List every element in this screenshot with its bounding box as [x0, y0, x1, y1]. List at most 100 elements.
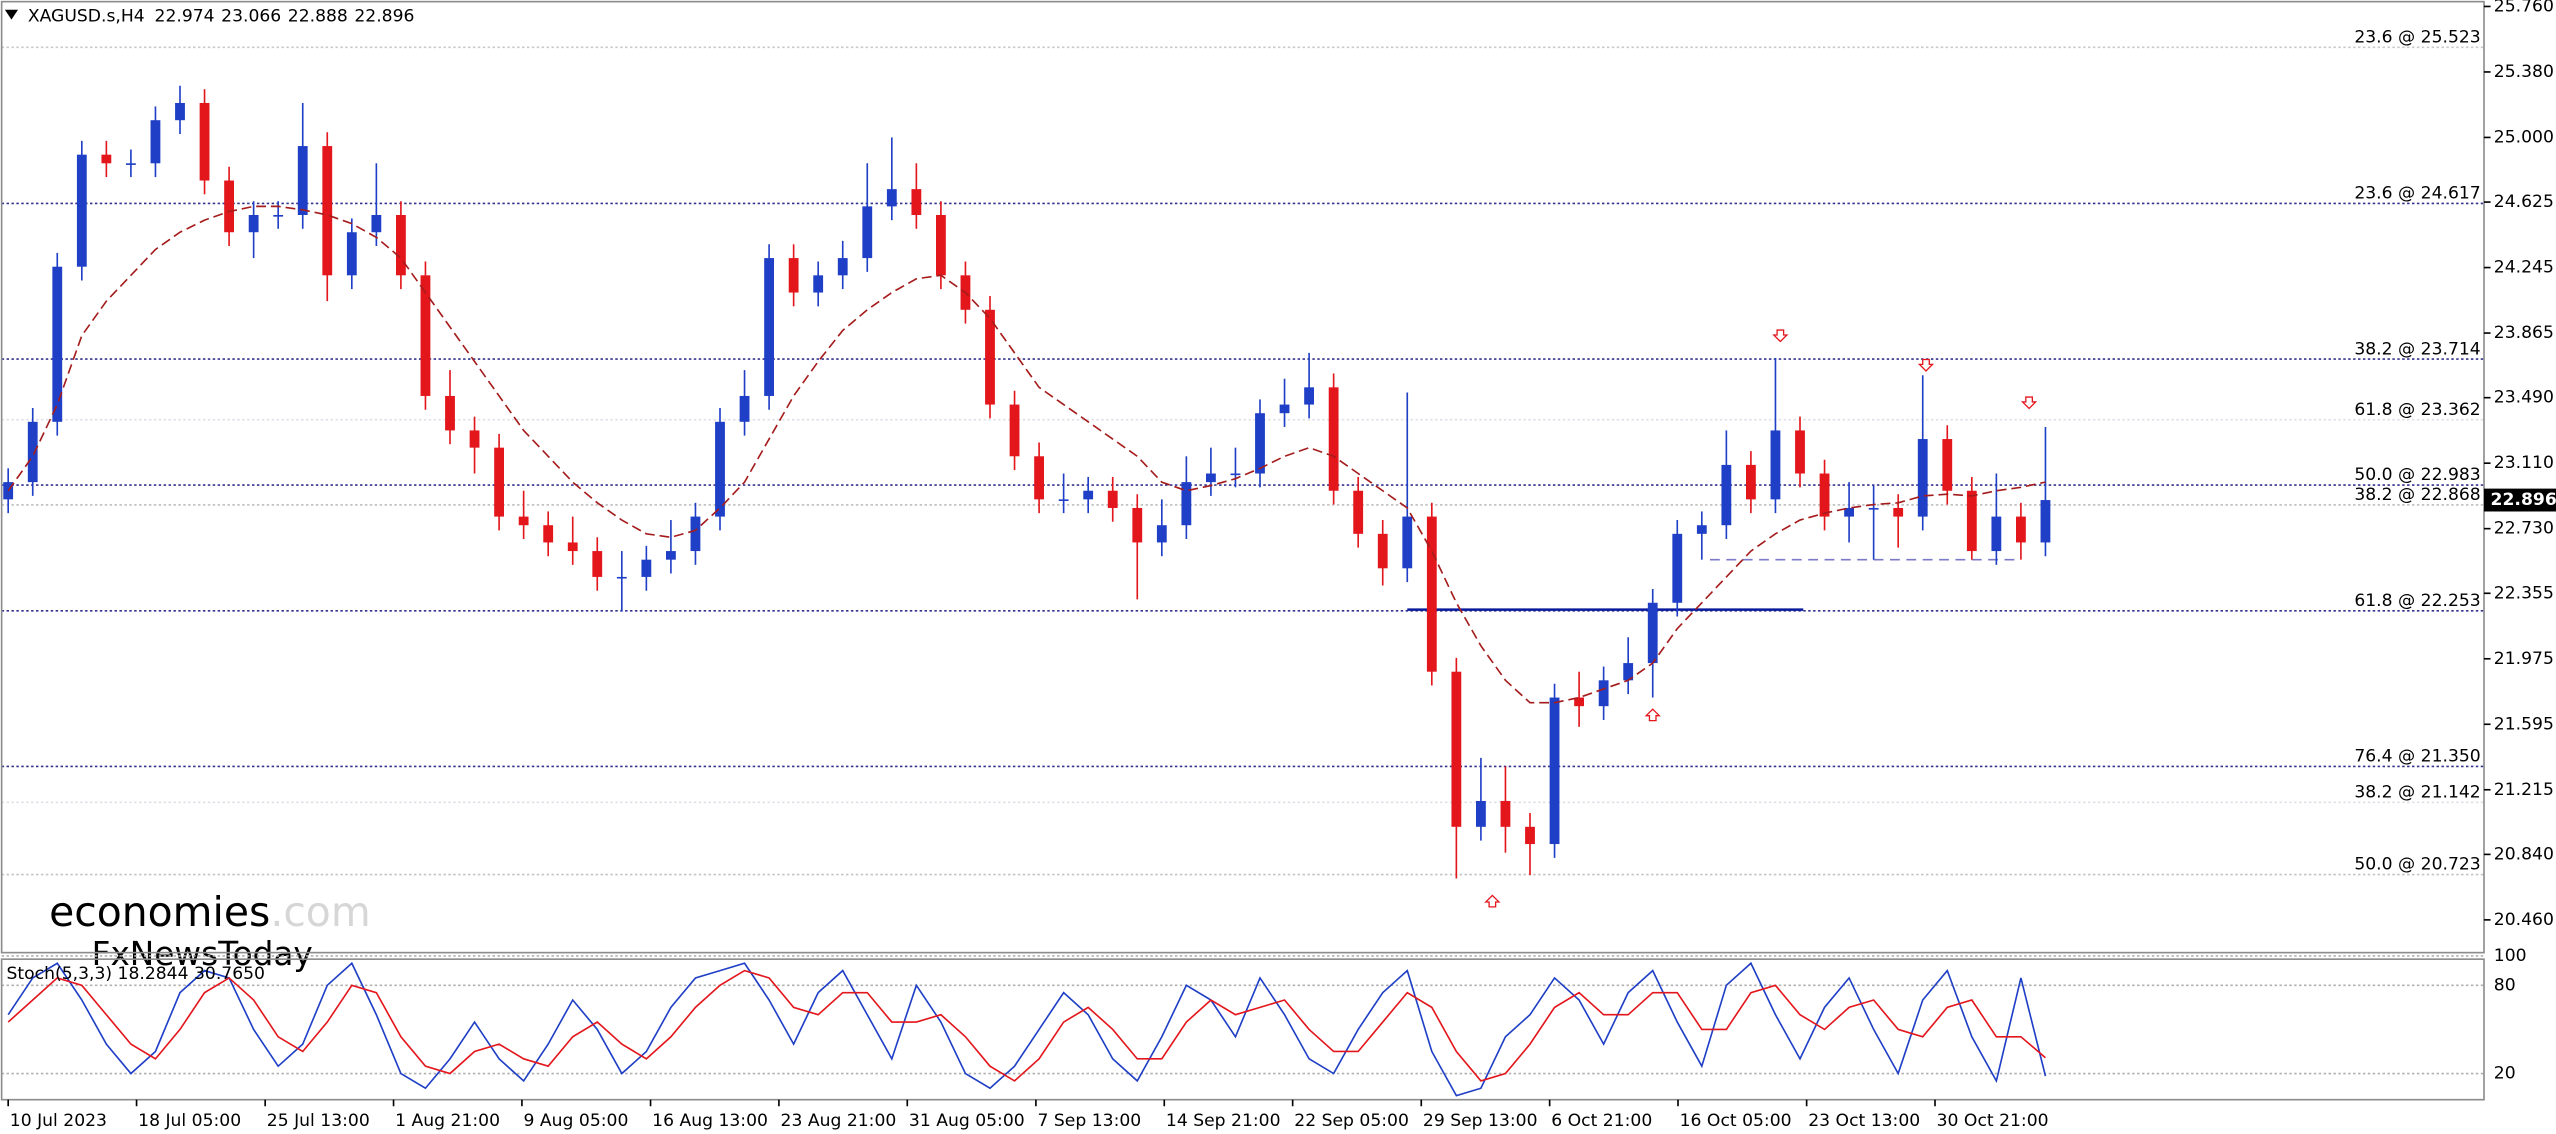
- candle-body: [2016, 516, 2026, 543]
- candle-body: [469, 430, 480, 448]
- candle-body: [936, 214, 946, 276]
- y-tick-label: 25.000: [2494, 127, 2554, 147]
- candle-body: [494, 447, 504, 517]
- candle-body: [1279, 404, 1290, 414]
- candle-body: [592, 551, 603, 577]
- watermark-word: economies: [49, 888, 270, 936]
- candle-body: [27, 421, 38, 483]
- candle-body: [150, 120, 161, 164]
- candle-body: [886, 189, 897, 207]
- fib-label: 61.8 @ 23.362: [2354, 400, 2480, 420]
- candle-body: [52, 266, 63, 422]
- y-tick-label: 25.760: [2494, 0, 2554, 16]
- candle-body: [1893, 507, 1904, 517]
- y-tick-label: 23.865: [2494, 323, 2554, 343]
- candle-body: [346, 232, 357, 276]
- candle-body: [1770, 430, 1781, 500]
- candle-body: [616, 576, 627, 579]
- y-tick-label: 20.840: [2494, 844, 2554, 864]
- x-tick-label: 6 Oct 21:00: [1551, 1111, 1652, 1131]
- candle-body: [1304, 387, 1314, 405]
- candle-body: [1795, 430, 1805, 474]
- candle-body: [1255, 413, 1265, 474]
- x-tick-label: 22 Sep 05:00: [1294, 1111, 1409, 1131]
- down-arrow: [1917, 358, 1935, 372]
- watermark-domain: .com: [270, 888, 370, 936]
- candle-body: [1696, 525, 1707, 534]
- low-value: 22.888: [288, 6, 348, 26]
- candle-body: [1746, 464, 1756, 500]
- candle-body: [837, 258, 848, 276]
- y-tick-label: 80: [2494, 975, 2516, 995]
- candle-body: [1647, 602, 1658, 664]
- candle-body: [1132, 507, 1143, 543]
- candle-body: [1549, 697, 1560, 845]
- stoch-frame: [0, 958, 2485, 1101]
- menu-arrow[interactable]: [4, 9, 18, 20]
- fib-label: 38.2 @ 23.714: [2354, 339, 2480, 359]
- price-tag-label: 22.896: [2491, 490, 2556, 510]
- price-panel: [3, 85, 2051, 879]
- y-tick-label: 20.460: [2494, 910, 2554, 930]
- y-tick-label: 100: [2494, 946, 2527, 966]
- high-value: 23.066: [221, 6, 281, 26]
- stoch-line: [7, 969, 2046, 1082]
- up-arrow: [1644, 708, 1661, 722]
- fib-label: 23.6 @ 25.523: [2354, 28, 2480, 48]
- candle-body: [396, 214, 406, 276]
- candle-body: [1942, 439, 1953, 491]
- candle-body: [248, 214, 259, 233]
- candle-body: [641, 559, 652, 577]
- price-frame: [0, 0, 2485, 954]
- candle-body: [1917, 439, 1928, 517]
- fib-label: 23.6 @ 24.617: [2354, 184, 2480, 204]
- candle-body: [1672, 533, 1683, 603]
- candle-body: [715, 421, 725, 517]
- candle-body: [813, 275, 824, 293]
- candle-body: [1525, 826, 1535, 845]
- candle-body: [1868, 507, 1879, 510]
- y-tick-label: 21.975: [2494, 649, 2554, 669]
- fib-levels: 23.6 @ 25.523 23.6 @ 24.617 38.2 @ 23.714 6…: [1, 28, 2484, 876]
- candle-body: [543, 525, 554, 543]
- candle-body: [1009, 404, 1020, 457]
- candle-body: [101, 154, 112, 164]
- y-tick-label: 21.595: [2494, 714, 2554, 734]
- candle-body: [1328, 387, 1339, 491]
- candle-body: [1598, 680, 1609, 707]
- candle-body: [1181, 482, 1192, 526]
- candle-body: [788, 258, 799, 293]
- candle-body: [1377, 533, 1388, 569]
- candle-body: [2040, 500, 2051, 543]
- candle-body: [1083, 490, 1094, 500]
- watermark-sub: FxNewsToday: [92, 935, 313, 973]
- candle-body: [126, 163, 136, 165]
- candle-body: [76, 154, 87, 267]
- x-tick-label: 30 Oct 21:00: [1937, 1111, 2049, 1131]
- candle-body: [224, 180, 234, 233]
- candle-body: [1058, 499, 1069, 501]
- x-tick-label: 7 Sep 13:00: [1038, 1111, 1142, 1131]
- candle-body: [1034, 456, 1044, 500]
- candle-body: [273, 214, 284, 217]
- price-tag: [2484, 488, 2556, 512]
- x-tick-label: 29 Sep 13:00: [1423, 1111, 1538, 1131]
- symbol: XAGUSD.s,H4: [28, 6, 145, 26]
- x-tick-label: 31 Aug 05:00: [909, 1111, 1025, 1131]
- candle-body: [1500, 800, 1511, 827]
- candle-body: [1819, 473, 1830, 517]
- candle-body: [175, 102, 185, 121]
- candle-body: [985, 309, 995, 405]
- watermark: economies.com FxNewsToday: [49, 888, 371, 973]
- candle-body: [764, 258, 774, 396]
- x-tick-label: 23 Oct 13:00: [1808, 1111, 1920, 1131]
- candle-body: [420, 275, 431, 396]
- candle-body: [1623, 663, 1634, 681]
- y-tick-label: 23.110: [2494, 453, 2554, 473]
- fib-label: 50.0 @ 22.983: [2354, 465, 2480, 485]
- candle-body: [1206, 473, 1216, 483]
- y-tick-label: 20: [2494, 1064, 2516, 1084]
- x-tick-label: 18 Jul 05:00: [138, 1111, 241, 1131]
